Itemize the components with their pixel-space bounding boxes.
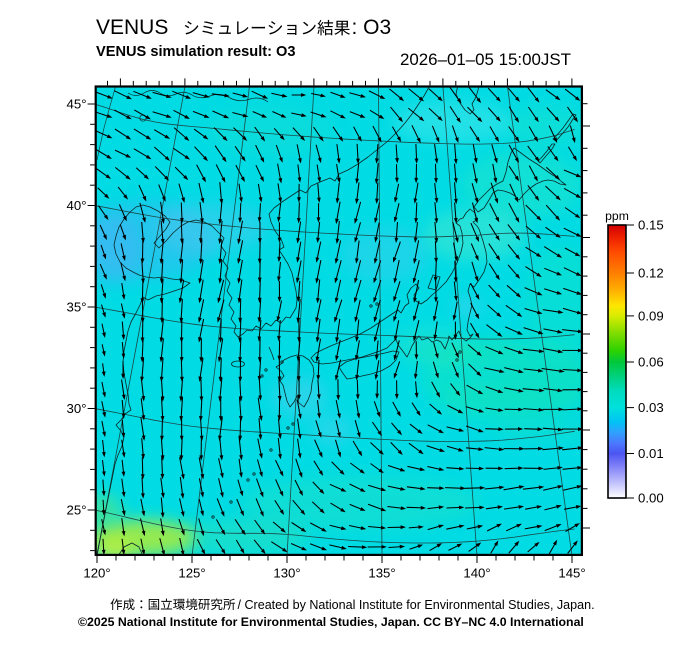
svg-text:40°: 40° bbox=[67, 198, 87, 213]
svg-text:0.03: 0.03 bbox=[638, 400, 664, 415]
svg-text:ppm: ppm bbox=[605, 209, 629, 223]
svg-text:: O3: : O3 bbox=[352, 16, 392, 39]
svg-text:35°: 35° bbox=[67, 300, 87, 315]
svg-text:130°: 130° bbox=[273, 566, 300, 581]
svg-text:135°: 135° bbox=[368, 566, 395, 581]
svg-text:VENUS: VENUS bbox=[96, 16, 168, 39]
svg-text:30°: 30° bbox=[67, 401, 87, 416]
svg-text:45°: 45° bbox=[67, 97, 87, 112]
svg-text:145°: 145° bbox=[558, 566, 585, 581]
svg-text:©2025 National Institute for E: ©2025 National Institute for Environment… bbox=[78, 615, 584, 629]
svg-text:0.06: 0.06 bbox=[638, 355, 664, 370]
svg-text:140°: 140° bbox=[463, 566, 490, 581]
svg-text:0.09: 0.09 bbox=[638, 309, 664, 324]
svg-text:0.12: 0.12 bbox=[638, 266, 664, 281]
svg-text:120°: 120° bbox=[83, 566, 110, 581]
svg-text:25°: 25° bbox=[67, 503, 87, 518]
svg-text:0.00: 0.00 bbox=[638, 491, 664, 506]
svg-text:/ Created by National Institut: / Created by National Institute for Envi… bbox=[238, 598, 595, 612]
svg-text:0.15: 0.15 bbox=[638, 218, 664, 233]
svg-text:0.01: 0.01 bbox=[638, 446, 664, 461]
svg-text:VENUS simulation result: O3: VENUS simulation result: O3 bbox=[96, 44, 296, 60]
svg-text:2026–01–05 15:00JST: 2026–01–05 15:00JST bbox=[400, 50, 571, 69]
svg-text:125°: 125° bbox=[178, 566, 205, 581]
